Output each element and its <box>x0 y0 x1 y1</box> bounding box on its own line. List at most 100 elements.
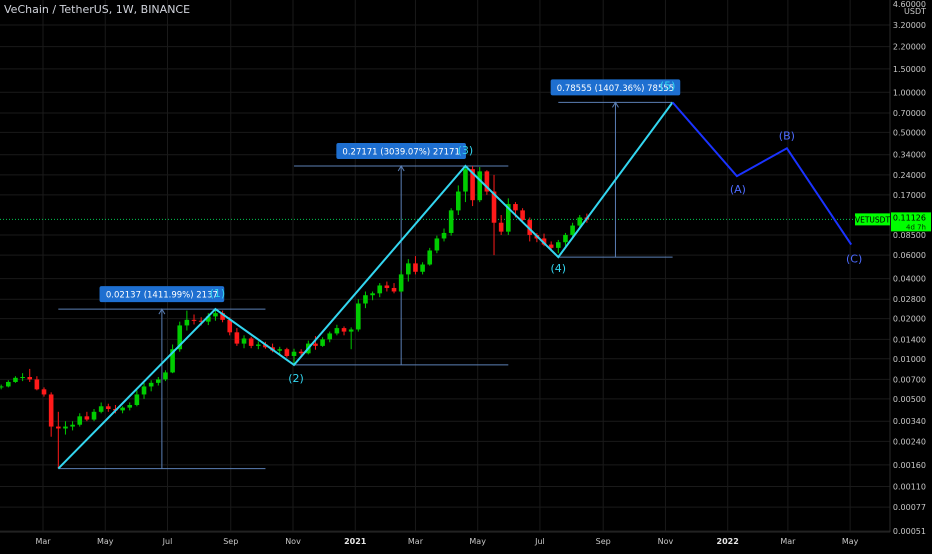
candle-body <box>527 220 533 235</box>
last-price-tag <box>891 212 931 232</box>
wave-label: (1) <box>210 287 226 300</box>
candle-body <box>384 285 390 288</box>
time-tick-label: 2021 <box>344 537 367 546</box>
candle-body <box>156 379 161 383</box>
price-tick-label: 3.20000 <box>893 21 926 30</box>
wave-label: (A) <box>730 183 746 196</box>
candle-body <box>106 406 111 409</box>
measure-label-box <box>550 79 681 96</box>
price-tick-label: 0.70000 <box>893 109 926 118</box>
measure-arrow <box>612 101 619 108</box>
candle-body <box>163 372 168 380</box>
last-price-countdown: 4d 7h <box>906 223 926 231</box>
candle-body <box>356 303 361 330</box>
price-tick-label: 1.50000 <box>893 65 926 74</box>
price-tick-label: 1.00000 <box>893 88 926 97</box>
wave-label: (4) <box>551 262 567 275</box>
candle-body <box>491 191 497 223</box>
candle-body <box>406 263 411 275</box>
measure-arrow <box>158 308 166 315</box>
candle-body <box>327 333 333 340</box>
candle-body <box>448 210 454 233</box>
time-tick-label: Mar <box>780 537 796 546</box>
candle-body <box>227 319 233 333</box>
candle-body <box>70 424 75 427</box>
price-tick-label: 0.24000 <box>893 171 926 180</box>
price-tick-label: 0.00500 <box>893 395 926 404</box>
candle-body <box>513 204 518 211</box>
candle-body <box>20 377 25 379</box>
candle-body <box>13 377 18 382</box>
candle-body <box>98 406 104 412</box>
price-tick-label: 0.00700 <box>893 375 926 384</box>
candle-body <box>220 313 225 320</box>
candle-body <box>370 293 375 296</box>
price-tick-label: 0.00160 <box>893 461 926 470</box>
candle-body <box>198 320 204 322</box>
candle-body <box>484 171 490 192</box>
measure-label-box <box>99 286 225 303</box>
candle-body <box>377 285 383 294</box>
candle-body <box>63 426 68 429</box>
price-tick-label: 0.34000 <box>893 151 926 160</box>
wave-label: (B) <box>779 129 795 142</box>
candle-body <box>41 389 47 395</box>
candle-body <box>134 394 140 406</box>
candle-body <box>6 381 11 387</box>
candle-body <box>48 394 54 427</box>
time-tick-label: Sep <box>223 537 238 546</box>
candle-body <box>398 274 404 292</box>
candle-body <box>420 264 425 272</box>
candle-body <box>498 222 504 232</box>
candle-body <box>577 217 583 226</box>
candle-body <box>506 204 511 232</box>
candle-body <box>313 343 318 346</box>
candle-body <box>277 349 283 351</box>
candle-body <box>77 416 83 425</box>
price-tick-label: 0.06000 <box>893 251 926 260</box>
price-tick-label: 0.00077 <box>893 503 926 512</box>
price-tick-label: 0.17000 <box>893 191 926 200</box>
candle-body <box>34 379 40 390</box>
candle-body <box>91 411 97 420</box>
time-tick-label: Mar <box>408 537 424 546</box>
chart-title: VeChain / TetherUS, 1W, BINANCE <box>4 3 191 16</box>
time-tick-label: Jul <box>534 537 545 546</box>
candle-body <box>320 339 325 346</box>
price-tick-label: 0.00110 <box>893 483 926 492</box>
candle-body <box>548 244 554 248</box>
candle-body <box>184 319 190 326</box>
time-tick-label: May <box>842 537 859 546</box>
candle-body <box>391 287 397 292</box>
candle-body <box>141 386 147 395</box>
price-tick-label: 0.02000 <box>893 315 926 324</box>
wave-label: (C) <box>846 253 862 266</box>
time-tick-label: Nov <box>658 537 674 546</box>
time-tick-label: Jul <box>162 537 173 546</box>
candle-body <box>456 191 461 211</box>
candle-body <box>206 316 211 322</box>
candle-body <box>441 232 447 239</box>
price-tick-label: 0.00340 <box>893 417 926 426</box>
candle-body <box>413 263 418 272</box>
candle-body <box>256 344 261 346</box>
measure-label: 0.27171 (3039.07%) 27171 <box>342 147 459 157</box>
candle-body <box>477 171 483 201</box>
price-tick-label: 2.20000 <box>893 43 926 52</box>
price-tick-label: 0.04000 <box>893 275 926 284</box>
impulse-wave-path <box>57 101 674 470</box>
wave-label: (2) <box>288 372 304 385</box>
candle-body <box>84 416 90 420</box>
price-axis-background <box>890 0 932 550</box>
candle-body <box>291 351 297 356</box>
candle-body <box>348 329 354 332</box>
price-tick-label: 4.60000 <box>893 0 926 9</box>
candle-body <box>263 344 268 348</box>
last-price-value: 0.11126 <box>893 213 926 222</box>
candle-body <box>541 238 547 245</box>
time-tick-label: 2022 <box>717 537 739 546</box>
candle-body <box>56 426 61 429</box>
corrective-wave-path <box>671 101 853 246</box>
